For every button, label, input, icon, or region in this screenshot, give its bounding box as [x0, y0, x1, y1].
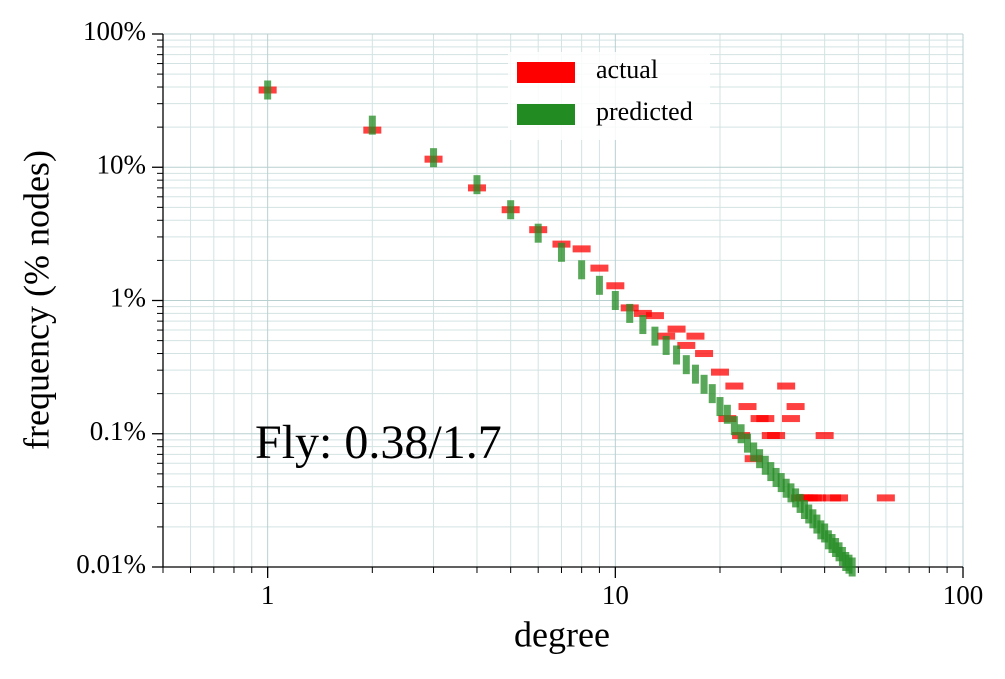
point	[691, 364, 699, 384]
point	[782, 478, 790, 498]
point	[686, 332, 705, 340]
point	[572, 245, 591, 253]
point	[534, 223, 542, 243]
y-tick-label: 0.01%	[76, 549, 146, 579]
x-tick-label: 10	[602, 580, 629, 610]
point	[716, 397, 724, 417]
point	[473, 175, 481, 195]
point	[673, 345, 681, 365]
point	[744, 433, 752, 453]
legend-label: actual	[596, 55, 658, 84]
point	[817, 520, 825, 540]
point	[578, 260, 586, 280]
point	[787, 483, 795, 503]
point	[807, 494, 826, 502]
point	[651, 326, 659, 346]
y-axis-label: frequency (% nodes)	[16, 150, 56, 450]
x-tick-label: 100	[943, 580, 984, 610]
point	[767, 462, 775, 482]
point	[848, 557, 856, 577]
point	[824, 530, 832, 550]
point	[633, 309, 652, 317]
point	[792, 488, 800, 508]
point	[626, 303, 634, 323]
point	[830, 494, 849, 502]
point	[777, 382, 796, 390]
point	[756, 415, 775, 423]
legend-swatch	[517, 104, 575, 125]
point	[695, 350, 714, 358]
point	[557, 242, 565, 262]
point	[828, 534, 836, 554]
point	[725, 382, 744, 390]
legend-label: predicted	[596, 97, 693, 126]
point	[772, 467, 780, 487]
point	[777, 473, 785, 493]
point	[796, 493, 804, 513]
point	[781, 415, 800, 423]
point	[710, 368, 729, 376]
point	[368, 115, 376, 135]
point	[805, 504, 813, 524]
point	[645, 312, 664, 320]
point	[800, 500, 808, 520]
y-tick-label: 0.1%	[90, 416, 146, 446]
x-tick-label: 1	[261, 580, 275, 610]
point	[677, 341, 696, 349]
point	[821, 523, 829, 543]
y-tick-label: 10%	[97, 149, 147, 179]
point	[730, 416, 738, 436]
point	[786, 403, 805, 411]
point	[700, 374, 708, 394]
point	[756, 449, 764, 469]
point	[761, 455, 769, 475]
point	[639, 315, 647, 335]
x-axis-label: degree	[514, 614, 610, 654]
point	[662, 335, 670, 355]
point	[876, 494, 895, 502]
point	[767, 432, 786, 440]
point	[606, 282, 625, 290]
point	[750, 442, 758, 462]
point	[813, 514, 821, 534]
legend: actual predicted	[508, 52, 710, 140]
point	[815, 432, 834, 440]
point	[667, 325, 686, 333]
y-tick-label: 1%	[110, 283, 146, 313]
point	[590, 264, 609, 272]
legend-swatch	[517, 62, 575, 83]
point	[264, 80, 272, 100]
point	[723, 404, 731, 424]
point	[595, 275, 603, 295]
point	[507, 200, 515, 220]
point	[708, 384, 716, 404]
point	[737, 424, 745, 444]
point	[682, 355, 690, 375]
point	[611, 291, 619, 310]
y-tick-label: 100%	[83, 16, 146, 46]
point	[809, 509, 817, 529]
point	[430, 148, 438, 168]
point	[738, 403, 757, 411]
annotation: Fly: 0.38/1.7	[255, 416, 502, 469]
